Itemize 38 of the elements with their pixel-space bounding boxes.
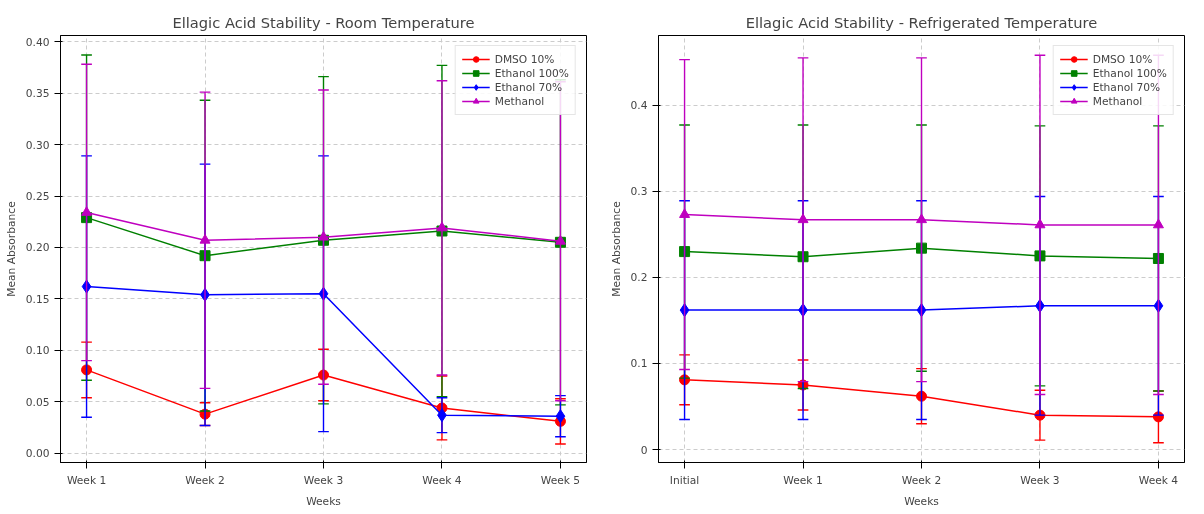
y-tick-label: 0.00 (25, 447, 50, 461)
legend-label: Ethanol 100% (1092, 66, 1167, 80)
legend-label: Methanol (494, 94, 545, 108)
y-tick-label: 0.15 (25, 292, 50, 306)
x-tick-label: Week 1 (66, 473, 107, 487)
x-tick-label: Week 3 (303, 473, 344, 487)
x-tick-label: Week 5 (540, 473, 581, 487)
x-axis-title: Weeks (904, 494, 940, 508)
y-axis-title: Mean Absorbance (609, 201, 623, 297)
legend-label: DMSO 10% (494, 52, 555, 66)
chart-title: Ellagic Acid Stability - Refrigerated Temperature (745, 13, 1098, 31)
x-tick-label: Week 2 (185, 473, 225, 487)
legend-label: DMSO 10% (1092, 52, 1153, 66)
x-tick-label: Week 3 (1020, 473, 1060, 487)
y-axis-title: Mean Absorbance (4, 201, 18, 297)
y-tick-label: 0 (640, 443, 648, 457)
chart-title: Ellagic Acid Stability - Room Temperature (172, 13, 475, 31)
y-tick-label: 0.20 (25, 241, 50, 255)
x-tick-label: Initial (669, 473, 700, 487)
y-tick-label: 0.35 (25, 87, 50, 101)
y-tick-label: 0.05 (25, 395, 50, 409)
x-tick-label: Week 1 (783, 473, 823, 487)
x-axis-title: Weeks (306, 494, 342, 508)
legend-label: Methanol (1092, 94, 1143, 108)
legend-label: Ethanol 100% (494, 66, 569, 80)
y-tick-label: 0.30 (25, 138, 50, 152)
y-tick-label: 0.25 (25, 190, 50, 204)
y-tick-label: 0.4 (630, 99, 648, 113)
x-tick-label: Week 4 (1138, 473, 1179, 487)
x-tick-label: Week 4 (422, 473, 462, 487)
y-tick-label: 0.1 (630, 357, 648, 371)
y-tick-label: 0.40 (25, 35, 50, 49)
y-tick-label: 0.3 (630, 185, 648, 199)
legend-label: Ethanol 70% (1092, 80, 1161, 94)
y-tick-label: 0.10 (25, 344, 50, 358)
legend-label: Ethanol 70% (494, 80, 563, 94)
x-tick-label: Week 2 (901, 473, 942, 487)
y-tick-label: 0.2 (630, 271, 648, 285)
